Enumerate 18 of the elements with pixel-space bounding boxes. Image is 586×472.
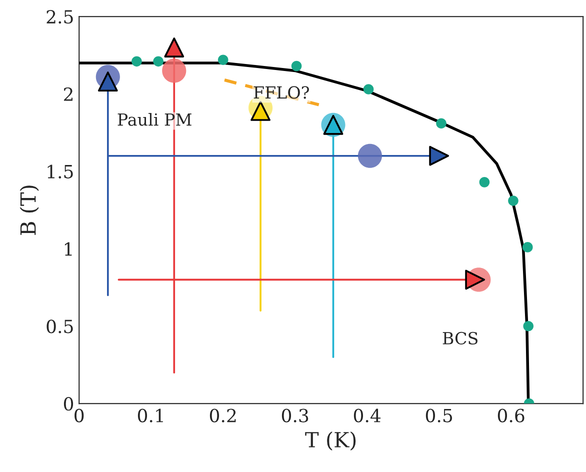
x-tick-label: 0.3 [282, 408, 308, 422]
y-tick-label: 1 [64, 242, 72, 256]
x-tick-label: 0.5 [426, 408, 452, 422]
y-tick-label: 2.5 [46, 10, 73, 24]
annotation: FFLO? [254, 86, 309, 99]
x-tick-label: 0.1 [138, 408, 163, 422]
x-tick-label: 0 [74, 408, 84, 422]
annotation: Pauli PM [118, 112, 192, 126]
y-tick-label: 0.5 [46, 320, 73, 334]
annotation: BCS [442, 332, 478, 345]
x-tick-label: 0.6 [498, 408, 524, 422]
x-axis-title: T (K) [305, 431, 356, 451]
x-tick-label: 0.4 [354, 408, 381, 422]
y-tick-label: 2 [64, 87, 72, 101]
y-tick-label: 1.5 [48, 164, 73, 178]
x-tick-label: 0.2 [210, 408, 236, 422]
y-tick-label: 0 [64, 397, 74, 411]
y-axis-title: B (T) [20, 186, 39, 235]
